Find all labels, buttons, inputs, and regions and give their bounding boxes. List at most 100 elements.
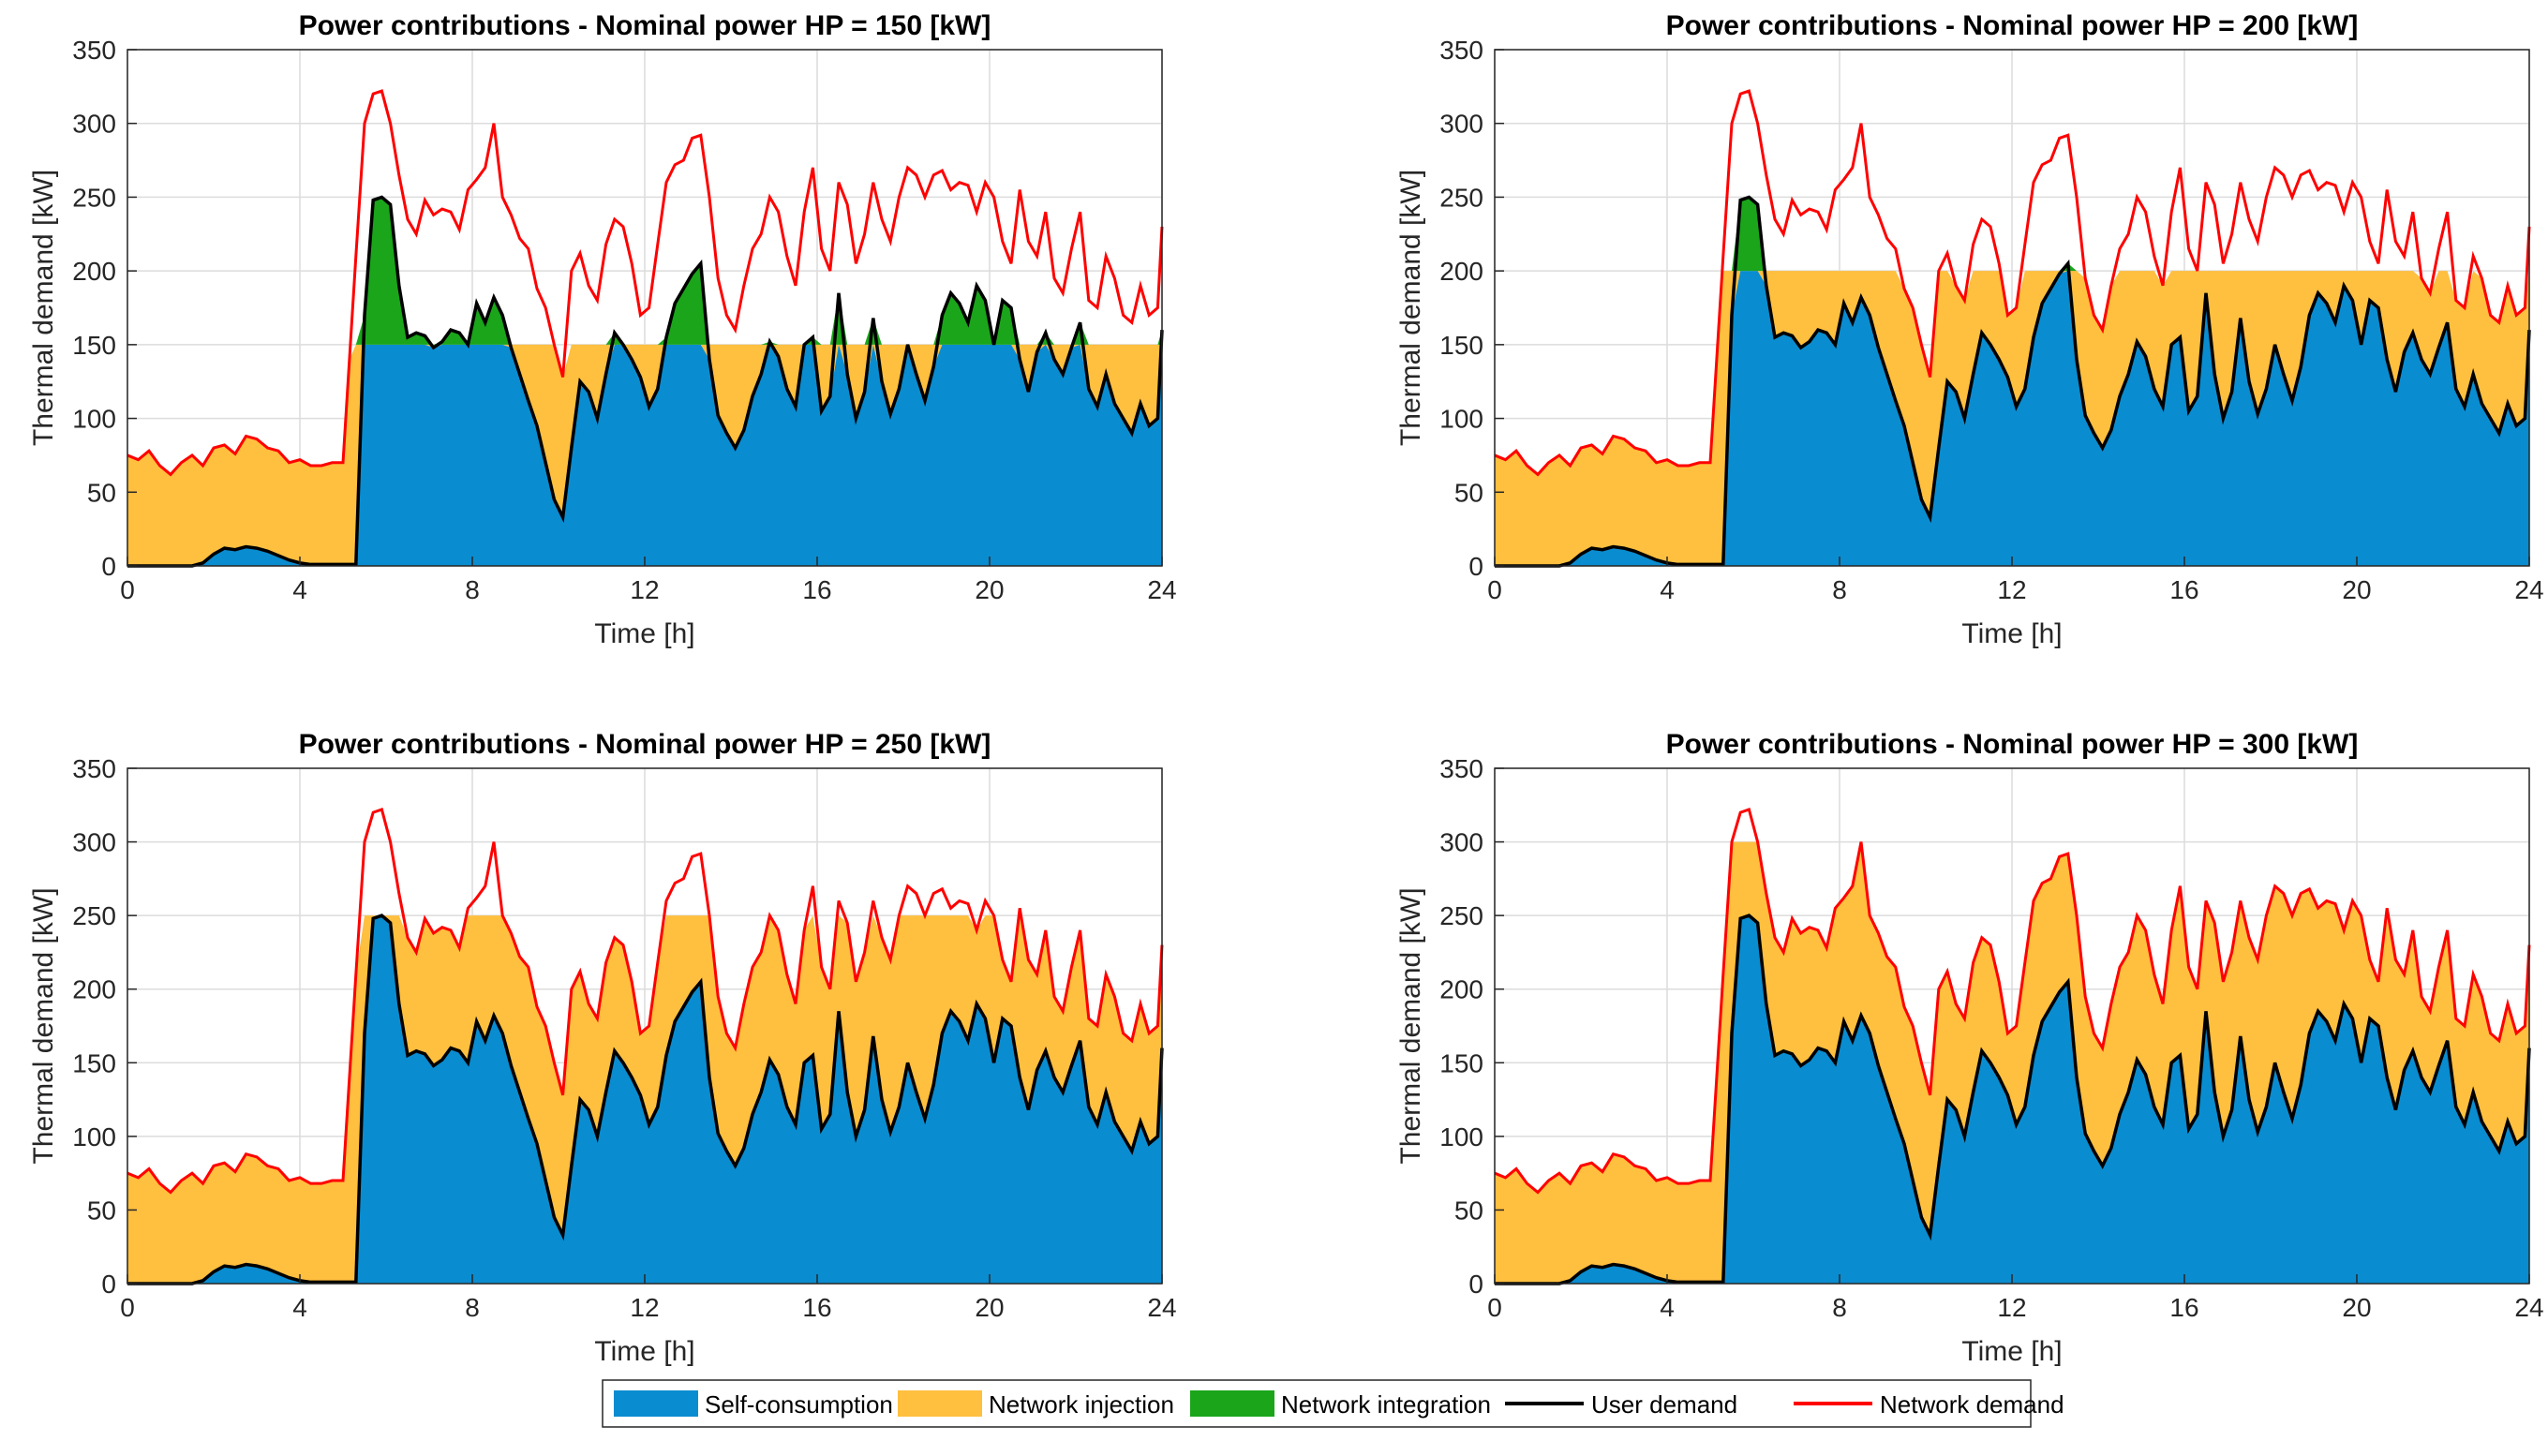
area-network-injection [127,915,1162,1284]
tick-label-y: 50 [87,1196,116,1225]
tick-label-x: 12 [630,575,659,604]
legend-label-network-demand: Network demand [1880,1390,2064,1419]
subplot-hp-200: 0 4 8 12 16 20 24 0 50 100 150 200 250 300 350 Power co… [1395,10,2544,649]
x-axis-label: Time [h] [594,618,694,649]
tick-label-y: 50 [87,478,116,507]
tick-label-y: 350 [72,36,116,65]
tick-label-y: 150 [1439,1048,1483,1077]
tick-label-y: 50 [1454,1196,1483,1225]
tick-label-y: 100 [1439,405,1483,434]
tick-label-x: 24 [2514,1293,2543,1322]
tick-label-y: 250 [72,901,116,930]
tick-label-y: 200 [72,975,116,1004]
x-axis-label: Time [h] [594,1336,694,1367]
tick-label-y: 350 [1439,36,1483,65]
area-network-injection [1495,271,2529,566]
line-network-demand [1494,89,2531,477]
tick-label-x: 12 [1997,575,2026,604]
legend-label-network-integration: Network integration [1281,1390,1491,1419]
line-network-demand [127,808,1164,1195]
area-network-injection [1495,841,2529,1284]
tick-label-y: 150 [1439,331,1483,360]
tick-label-y: 200 [1439,257,1483,286]
tick-label-x: 0 [1487,1293,1502,1322]
legend-label-network-injection: Network injection [989,1390,1174,1419]
tick-label-x: 20 [2342,575,2371,604]
tick-label-x: 8 [465,575,480,604]
area-network-integration [127,197,1162,345]
legend-swatch-network-injection [898,1390,982,1417]
tick-label-x: 24 [2514,575,2543,604]
subplot-hp-150: 0 4 8 12 16 20 24 0 50 100 150 200 250 300 350 Power co… [28,10,1177,649]
tick-label-x: 4 [1660,575,1675,604]
tick-label-y: 100 [1439,1122,1483,1151]
tick-label-y: 50 [1454,478,1483,507]
tick-label-x: 16 [2169,575,2198,604]
legend-swatch-self-consumption [614,1390,698,1417]
tick-label-y: 150 [72,1048,116,1077]
x-axis-label: Time [h] [1961,1336,2062,1367]
subplot-hp-250: 0 4 8 12 16 20 24 0 50 100 150 200 250 300 350 Power co… [28,729,1177,1367]
legend-swatch-network-integration [1190,1390,1274,1417]
tick-label-x: 20 [975,575,1004,604]
tick-label-x: 0 [120,1293,135,1322]
line-user-demand [127,914,1164,1285]
tick-label-x: 20 [2342,1293,2371,1322]
tick-label-x: 4 [292,1293,307,1322]
tick-label-x: 16 [802,575,831,604]
tick-label-y: 0 [1468,552,1483,581]
line-network-demand [1494,808,2531,1195]
tick-label-x: 0 [1487,575,1502,604]
y-axis-label: Thermal demand [kW] [28,170,59,446]
tick-label-x: 12 [630,1293,659,1322]
tick-label-y: 100 [72,405,116,434]
line-user-demand [1495,914,2531,1285]
tick-label-y: 350 [1439,754,1483,783]
tick-label-x: 4 [292,575,307,604]
chart-title: Power contributions - Nominal power HP =… [1666,729,2359,760]
tick-label-x: 8 [1832,1293,1847,1322]
tick-label-y: 350 [72,754,116,783]
tick-label-y: 300 [1439,828,1483,857]
tick-label-x: 24 [1147,575,1176,604]
tick-label-y: 100 [72,1122,116,1151]
tick-label-y: 200 [72,257,116,286]
legend-label-self-consumption: Self-consumption [705,1390,893,1419]
tick-label-y: 200 [1439,975,1483,1004]
tick-label-y: 0 [1468,1270,1483,1299]
tick-label-y: 150 [72,331,116,360]
tick-label-x: 16 [2169,1293,2198,1322]
line-network-demand [127,89,1164,477]
area-self-consumption [127,344,1162,566]
tick-label-x: 8 [465,1293,480,1322]
tick-label-x: 24 [1147,1293,1176,1322]
area-network-integration [1495,197,2529,272]
tick-label-x: 4 [1660,1293,1675,1322]
y-axis-label: Thermal demand [kW] [28,887,59,1164]
chart-title: Power contributions - Nominal power HP =… [299,729,991,760]
y-axis-label: Thermal demand [kW] [1395,170,1426,446]
area-self-consumption [1495,915,2529,1284]
tick-label-y: 300 [72,828,116,857]
line-user-demand [127,195,1164,568]
legend-box [602,1379,2032,1428]
tick-label-y: 300 [1439,110,1483,139]
tick-label-x: 12 [1997,1293,2026,1322]
tick-label-x: 16 [802,1293,831,1322]
area-self-consumption [1495,271,2529,566]
tick-label-x: 0 [120,575,135,604]
tick-label-y: 250 [1439,183,1483,212]
tick-label-x: 20 [975,1293,1004,1322]
chart-title: Power contributions - Nominal power HP =… [299,10,991,41]
x-axis-label: Time [h] [1961,618,2062,649]
legend-label-user-demand: User demand [1591,1390,1737,1419]
tick-label-y: 0 [101,1270,116,1299]
legend: Self-consumption Network injection Netwo… [602,1379,2064,1428]
tick-label-y: 250 [1439,901,1483,930]
tick-label-x: 8 [1832,575,1847,604]
tick-label-y: 300 [72,110,116,139]
subplot-hp-300: 0 4 8 12 16 20 24 0 50 100 150 200 250 300 350 Power co… [1395,729,2544,1367]
y-axis-label: Thermal demand [kW] [1395,887,1426,1164]
chart-title: Power contributions - Nominal power HP =… [1666,10,2359,41]
